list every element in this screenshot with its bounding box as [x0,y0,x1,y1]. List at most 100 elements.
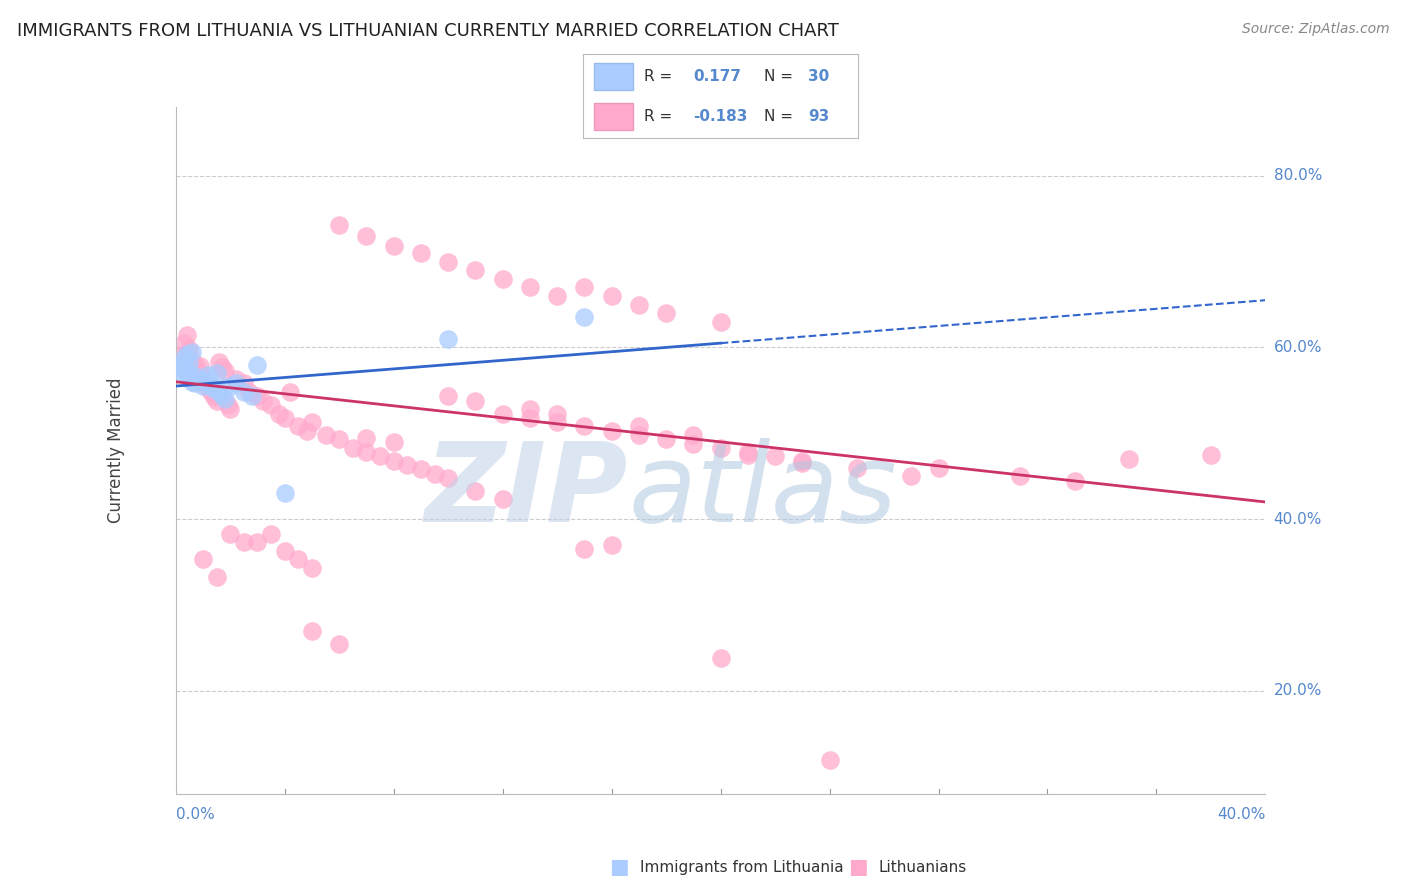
Point [246,389,269,403]
Point [763,450,786,464]
Point [188,359,211,374]
Point [464,483,486,498]
Point [274,486,297,500]
Text: 20.0%: 20.0% [1274,683,1322,698]
Point [176,368,198,382]
Point [423,467,446,481]
Point [184,358,207,372]
Point [409,246,432,260]
Point [356,431,378,445]
Point [437,389,460,403]
Point [519,280,541,294]
Point [205,393,228,408]
Point [574,280,596,294]
Point [437,471,460,485]
Point [574,419,596,434]
Point [205,366,228,380]
Point [170,358,193,372]
Point [315,428,337,442]
Point [845,460,868,475]
Point [600,289,623,303]
Point [214,392,236,406]
Point [655,432,678,446]
Point [382,434,405,449]
Point [181,344,204,359]
Text: Lithuanians: Lithuanians [879,860,967,874]
Point [274,410,297,425]
Point [269,408,291,422]
Point [655,306,678,320]
Point [710,441,733,455]
Point [179,356,201,370]
Point [382,239,405,253]
Point [225,376,247,391]
Point [191,370,214,384]
Point [328,218,350,232]
Point [928,460,950,475]
Point [246,358,269,372]
Point [200,379,222,393]
Point [437,254,460,268]
Point [173,351,195,365]
Point [328,432,350,446]
Point [191,379,214,393]
Point [186,370,209,384]
Point [409,462,432,476]
Text: -0.183: -0.183 [693,109,748,124]
Point [219,379,242,393]
Point [546,289,568,303]
Text: N =: N = [765,69,793,84]
Point [368,450,391,464]
Point [208,385,231,400]
Point [173,336,195,351]
Point [1063,474,1085,488]
Point [737,448,759,462]
Point [627,428,650,442]
Text: ■: ■ [609,857,628,877]
Point [301,561,323,575]
Point [682,436,704,450]
Point [194,376,217,391]
Point [260,398,283,412]
Text: N =: N = [765,109,793,124]
Text: ■: ■ [848,857,868,877]
Point [356,228,378,243]
Point [519,410,541,425]
Point [170,349,193,363]
Point [737,445,759,459]
Text: R =: R = [644,109,672,124]
Point [232,376,254,391]
Point [682,428,704,442]
Point [287,419,309,434]
Point [301,624,323,638]
Point [792,454,814,468]
Point [219,526,242,541]
Point [492,492,515,507]
Text: 93: 93 [808,109,830,124]
Text: Currently Married: Currently Married [107,377,125,524]
Point [225,372,247,386]
Point [186,364,209,378]
Text: 40.0%: 40.0% [1218,806,1265,822]
Point [197,381,219,395]
Point [274,544,297,558]
Point [173,362,195,376]
Point [202,382,225,396]
Point [342,441,364,455]
Point [627,297,650,311]
Point [208,355,231,369]
Point [181,353,204,368]
Point [205,569,228,583]
Text: 0.177: 0.177 [693,69,741,84]
Point [600,424,623,438]
Text: 0.0%: 0.0% [176,806,215,822]
Point [1118,452,1140,467]
Point [1010,469,1032,483]
Point [232,385,254,400]
Point [492,407,515,421]
Point [382,454,405,468]
Point [356,445,378,459]
Point [328,637,350,651]
Point [179,342,201,356]
Point [546,415,568,429]
